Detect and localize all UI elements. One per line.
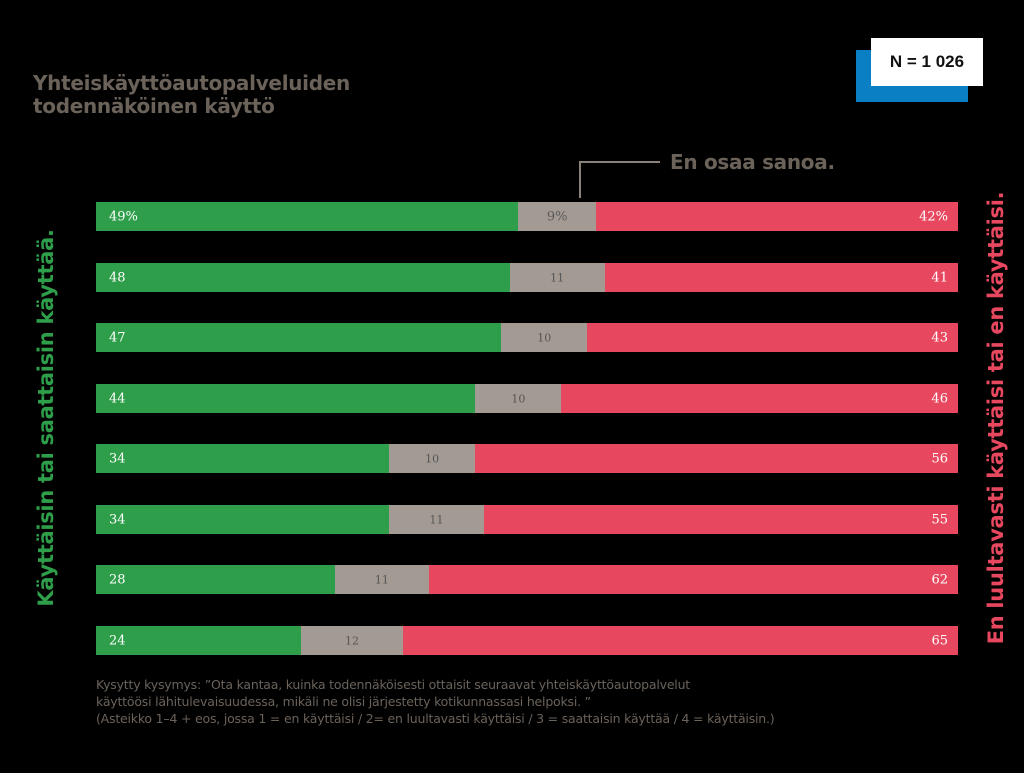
bar-segment-eos: 11 (509, 263, 605, 292)
bar-label-eos: 11 (374, 573, 389, 586)
bar-segment-yes: 47 (96, 323, 502, 352)
bar-segment-eos: 9% (518, 202, 596, 231)
bar-label-eos: 9% (546, 209, 568, 224)
right-axis-label: En luultavasti käyttäisi tai en käyttäis… (984, 191, 1008, 645)
bar-row: 44 10 46 (96, 384, 958, 413)
bar-row: 47 10 43 (96, 323, 958, 352)
sample-size-box: N = 1 026 (871, 38, 983, 86)
left-axis-label: Käyttäisin tai saattaisin käyttää. (34, 229, 58, 607)
bar-label-yes: 34 (109, 512, 126, 527)
bar-segment-eos: 10 (475, 384, 562, 413)
bar-label-no: 46 (931, 391, 948, 406)
bar-row: 34 10 56 (96, 444, 958, 473)
bar-segment-no: 65 (403, 626, 958, 655)
bar-label-eos: 12 (345, 634, 360, 647)
bar-segment-yes: 49% (96, 202, 519, 231)
bar-segment-yes: 24 (96, 626, 301, 655)
bar-label-yes: 34 (109, 451, 126, 466)
bar-label-no: 42% (919, 209, 948, 224)
bar-row: 48 11 41 (96, 263, 958, 292)
bar-label-eos: 10 (511, 392, 526, 405)
bar-label-no: 41 (931, 270, 948, 285)
bar-label-yes: 44 (109, 391, 126, 406)
eos-leader-line-horizontal (580, 161, 660, 163)
footnote-line-1: Kysytty kysymys: ”Ota kantaa, kuinka tod… (96, 677, 691, 692)
bar-segment-eos: 10 (389, 444, 476, 473)
bar-label-yes: 24 (109, 633, 126, 648)
bar-segment-no: 55 (483, 505, 958, 534)
bar-segment-yes: 44 (96, 384, 476, 413)
bar-label-yes: 28 (109, 572, 126, 587)
bar-label-yes: 47 (109, 330, 126, 345)
bar-row: 24 12 65 (96, 626, 958, 655)
bar-label-no: 43 (931, 330, 948, 345)
bar-segment-no: 56 (475, 444, 958, 473)
bar-label-eos: 10 (537, 331, 552, 344)
footnote: Kysytty kysymys: ”Ota kantaa, kuinka tod… (96, 676, 956, 727)
bar-label-yes: 49% (109, 209, 138, 224)
bar-segment-no: 62 (428, 565, 958, 594)
bar-segment-yes: 34 (96, 444, 390, 473)
chart-title-line-2: todennäköinen käyttö (33, 94, 275, 118)
bar-segment-eos: 11 (389, 505, 484, 534)
bar-label-eos: 10 (425, 452, 440, 465)
bar-segment-yes: 48 (96, 263, 510, 292)
bar-label-no: 56 (931, 451, 948, 466)
bar-label-no: 62 (931, 572, 948, 587)
bar-segment-eos: 11 (334, 565, 429, 594)
bar-row: 49% 9% 42% (96, 202, 958, 231)
bar-label-eos: 11 (429, 513, 444, 526)
bar-segment-eos: 10 (501, 323, 588, 352)
bar-row: 34 11 55 (96, 505, 958, 534)
bar-segment-no: 43 (587, 323, 958, 352)
bar-row: 28 11 62 (96, 565, 958, 594)
bar-label-no: 55 (931, 512, 948, 527)
chart-title: Yhteiskäyttöautopalveluiden todennäköine… (33, 72, 453, 118)
bar-segment-no: 42% (595, 202, 958, 231)
bar-segment-yes: 28 (96, 565, 335, 594)
footnote-line-2: käyttöösi lähitulevaisuudessa, mikäli ne… (96, 694, 591, 709)
bar-label-eos: 11 (550, 271, 565, 284)
eos-leader-line-vertical (579, 161, 581, 198)
bar-segment-yes: 34 (96, 505, 390, 534)
footnote-line-3: (Asteikko 1–4 + eos, jossa 1 = en käyttä… (96, 711, 775, 726)
bar-label-no: 65 (931, 633, 948, 648)
chart-title-line-1: Yhteiskäyttöautopalveluiden (33, 71, 350, 95)
eos-legend-label: En osaa sanoa. (670, 150, 835, 174)
bar-segment-eos: 12 (300, 626, 404, 655)
bar-label-yes: 48 (109, 270, 126, 285)
bar-segment-no: 41 (604, 263, 958, 292)
bar-segment-no: 46 (561, 384, 958, 413)
